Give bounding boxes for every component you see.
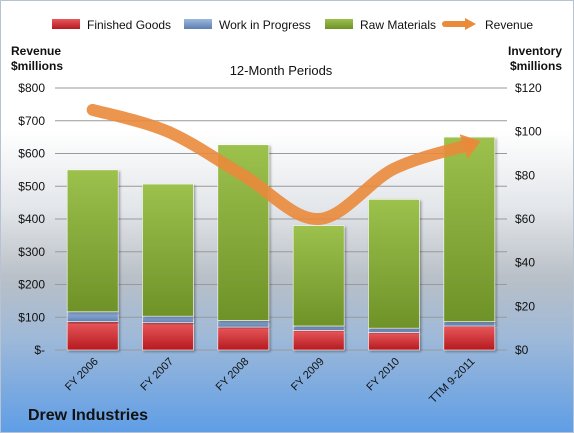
right-axis-title-line2: $millions (510, 59, 562, 73)
legend-swatch-raw-materials (325, 19, 353, 29)
x-axis-tick-label: TTM 9-2011 (427, 356, 477, 406)
legend-label-finished-goods: Finished Goods (87, 18, 171, 32)
revenue-series (86, 103, 481, 225)
left-axis-tick-label: $300 (18, 245, 45, 259)
gridlines (55, 87, 507, 351)
x-axis-tick-label: FY 2006 (63, 356, 101, 394)
bar-work-in-progress (217, 320, 270, 328)
left-axis-tick-label: $200 (18, 278, 45, 292)
bar-finished-goods (217, 326, 270, 351)
revenue-line (86, 103, 476, 225)
right-axis-tick-label: $40 (515, 256, 535, 270)
bar-finished-goods (292, 330, 345, 351)
x-axis-labels: FY 2006 FY 2007 FY 2008 FY 2009 FY 2010 TTM 9… (63, 356, 477, 406)
right-axis-tick-label: $60 (515, 212, 535, 226)
right-axis-tick-label: $80 (515, 168, 535, 182)
left-axis-title-line1: Revenue (11, 44, 61, 58)
bar-finished-goods (142, 322, 194, 351)
chart-title: 12-Month Periods (230, 63, 333, 78)
bar-raw-materials (368, 199, 420, 329)
right-axis-tick-label: $100 (515, 125, 542, 139)
bar-finished-goods (443, 325, 496, 351)
bar-raw-materials (142, 183, 194, 317)
bar-raw-materials (66, 169, 119, 313)
legend-label-revenue: Revenue (485, 18, 533, 32)
left-axis-tick-label: $600 (18, 147, 45, 161)
left-axis-tick-label: $400 (18, 212, 45, 226)
left-axis-tick-label: $800 (18, 81, 45, 95)
bar-raw-materials (292, 225, 345, 327)
right-axis-ticks: $0 $20 $40 $60 $80 $100 $120 (515, 81, 542, 357)
bar-work-in-progress (368, 327, 420, 333)
legend-label-raw-materials: Raw Materials (360, 18, 436, 32)
left-axis-tick-label: $500 (18, 179, 45, 193)
x-axis-tick-label: FY 2009 (289, 356, 327, 394)
left-axis-tick-label: $700 (18, 114, 45, 128)
company-name: Drew Industries (28, 407, 149, 424)
left-axis-ticks: $- $100 $200 $300 $400 $500 $600 $700 $800 (18, 81, 45, 357)
x-axis-tick-label: FY 2008 (214, 356, 252, 394)
bar-raw-materials (443, 136, 496, 322)
legend-swatch-work-in-progress (184, 19, 212, 29)
bar-finished-goods (368, 332, 420, 351)
right-axis-title-line1: Inventory (508, 44, 562, 58)
legend-arrowhead-revenue (465, 18, 476, 30)
bars (66, 136, 496, 351)
right-axis-tick-label: $120 (515, 81, 542, 95)
legend-swatch-finished-goods (52, 19, 80, 29)
bar-work-in-progress (292, 325, 345, 331)
right-axis-tick-label: $20 (515, 299, 535, 313)
bar-finished-goods (66, 321, 119, 351)
right-axis-tick-label: $0 (515, 343, 529, 357)
x-axis-tick-label: FY 2007 (138, 356, 176, 394)
x-axis-tick-label: FY 2010 (364, 356, 402, 394)
left-axis-title-line2: $millions (11, 59, 63, 73)
legend: Finished Goods Work in Progress Raw Mate… (52, 18, 533, 32)
left-axis-tick-label: $- (34, 343, 45, 357)
bar-work-in-progress (66, 311, 119, 322)
legend-label-work-in-progress: Work in Progress (219, 18, 311, 32)
revenue-arrowhead (459, 134, 481, 159)
bar-work-in-progress (443, 321, 496, 327)
bar-work-in-progress (142, 315, 194, 324)
left-axis-tick-label: $100 (18, 310, 45, 324)
